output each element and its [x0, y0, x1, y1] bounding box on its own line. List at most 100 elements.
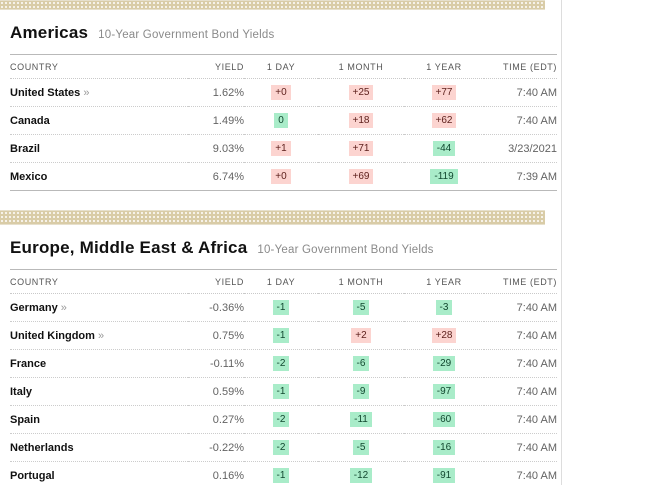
dotted-divider-top	[0, 0, 545, 10]
yield-value: -0.11%	[209, 357, 244, 370]
country-link[interactable]: Brazil	[10, 143, 40, 155]
yield-value: 1.62%	[212, 86, 244, 99]
time-value: 7:40 AM	[516, 441, 557, 454]
yield-value: 6.74%	[212, 170, 244, 183]
change-1month-badge: +18	[348, 113, 374, 128]
yield-value: 9.03%	[212, 142, 244, 155]
column-header-1day: 1 DAY	[244, 54, 318, 79]
change-1month-badge: -6	[352, 356, 370, 371]
country-link[interactable]: Netherlands	[10, 442, 74, 454]
change-1year-cell: +62	[404, 107, 484, 135]
country-link[interactable]: Mexico	[10, 171, 47, 183]
change-1day-cell: +0	[244, 79, 318, 107]
change-1day-badge: +1	[271, 141, 291, 156]
country-name: Brazil	[10, 142, 40, 155]
change-1day-cell: -1	[244, 294, 318, 322]
column-header-yield: YIELD	[188, 269, 244, 294]
yield-value: -0.36%	[209, 301, 244, 314]
change-1year-cell: -3	[404, 294, 484, 322]
country-link[interactable]: France	[10, 358, 46, 370]
section-title: Europe, Middle East & Africa	[10, 238, 248, 257]
change-1month-cell: -9	[318, 378, 404, 406]
country-name: France	[10, 357, 47, 370]
change-1day-cell: -2	[244, 406, 318, 434]
time-value: 7:40 AM	[516, 357, 557, 370]
country-cell: Italy	[10, 378, 188, 406]
section-header: Europe, Middle East & Africa 10-Year Gov…	[10, 238, 547, 258]
country-name: Canada	[10, 114, 50, 127]
change-1day-badge: -1	[272, 468, 290, 483]
column-header-time: TIME (EDT)	[484, 54, 557, 79]
chevron-right-icon: »	[80, 86, 90, 99]
section-header: Americas 10-Year Government Bond Yields	[10, 23, 547, 43]
table-header-row: COUNTRY YIELD 1 DAY 1 MONTH 1 YEAR TIME …	[10, 54, 557, 79]
change-1year-badge: -3	[435, 300, 453, 315]
change-1year-badge: -119	[430, 169, 458, 184]
change-1month-badge: -12	[349, 468, 373, 483]
americas-yields-table: COUNTRY YIELD 1 DAY 1 MONTH 1 YEAR TIME …	[10, 54, 557, 191]
change-1day-badge: -1	[272, 300, 290, 315]
country-link[interactable]: Spain	[10, 414, 40, 426]
change-1month-cell: -11	[318, 406, 404, 434]
column-header-country: COUNTRY	[10, 269, 188, 294]
change-1year-cell: -119	[404, 163, 484, 191]
change-1month-cell: -5	[318, 434, 404, 462]
change-1month-cell: -12	[318, 462, 404, 485]
change-1year-badge: -44	[432, 141, 456, 156]
chevron-right-icon: »	[57, 301, 67, 314]
change-1day-cell: -1	[244, 322, 318, 350]
table-row: United Kingdom » 0.75% -1 +2 +28 7:40 AM	[10, 322, 557, 350]
emea-yields-table: COUNTRY YIELD 1 DAY 1 MONTH 1 YEAR TIME …	[10, 269, 557, 485]
change-1month-badge: -5	[352, 440, 370, 455]
change-1month-badge: +2	[351, 328, 371, 343]
yield-value: 1.49%	[212, 114, 244, 127]
table-row: Netherlands -0.22% -2 -5 -16 7:40 AM	[10, 434, 557, 462]
dotted-divider-middle	[0, 210, 545, 225]
country-link[interactable]: Portugal	[10, 470, 55, 482]
change-1year-badge: -29	[432, 356, 456, 371]
change-1year-cell: -29	[404, 350, 484, 378]
yield-value: 0.75%	[212, 329, 244, 342]
country-link[interactable]: Canada	[10, 115, 50, 127]
change-1year-cell: -44	[404, 135, 484, 163]
country-cell: Mexico	[10, 163, 188, 191]
table-row: Italy 0.59% -1 -9 -97 7:40 AM	[10, 378, 557, 406]
change-1year-badge: -60	[432, 412, 456, 427]
time-value: 7:40 AM	[516, 86, 557, 99]
country-name: Italy	[10, 385, 33, 398]
change-1day-cell: +0	[244, 163, 318, 191]
change-1year-badge: -91	[432, 468, 456, 483]
change-1day-badge: -2	[272, 440, 290, 455]
yield-value: -0.22%	[209, 441, 244, 454]
column-header-country: COUNTRY	[10, 54, 188, 79]
change-1day-badge: 0	[274, 113, 288, 128]
change-1month-badge: +71	[348, 141, 374, 156]
time-value: 7:40 AM	[516, 469, 557, 482]
country-cell: Brazil	[10, 135, 188, 163]
change-1day-cell: 0	[244, 107, 318, 135]
column-header-time: TIME (EDT)	[484, 269, 557, 294]
change-1year-badge: -97	[432, 384, 456, 399]
time-value: 7:40 AM	[516, 301, 557, 314]
change-1year-cell: +28	[404, 322, 484, 350]
country-name: Germany	[10, 301, 58, 314]
change-1day-cell: -2	[244, 350, 318, 378]
change-1day-badge: +0	[271, 169, 291, 184]
column-header-1year: 1 YEAR	[404, 54, 484, 79]
change-1month-cell: +71	[318, 135, 404, 163]
table-row: Mexico 6.74% +0 +69 -119 7:39 AM	[10, 163, 557, 191]
country-cell: United States »	[10, 79, 188, 107]
change-1month-badge: +25	[348, 85, 374, 100]
country-link[interactable]: United States »	[10, 87, 89, 99]
country-link[interactable]: Italy	[10, 386, 32, 398]
change-1month-cell: -6	[318, 350, 404, 378]
change-1year-cell: -97	[404, 378, 484, 406]
change-1year-badge: +77	[431, 85, 457, 100]
table-row: United States » 1.62% +0 +25 +77 7:40 AM	[10, 79, 557, 107]
change-1day-badge: +0	[271, 85, 291, 100]
country-cell: Netherlands	[10, 434, 188, 462]
country-link[interactable]: Germany »	[10, 302, 67, 314]
country-link[interactable]: United Kingdom »	[10, 330, 104, 342]
country-name: United States	[10, 86, 81, 99]
